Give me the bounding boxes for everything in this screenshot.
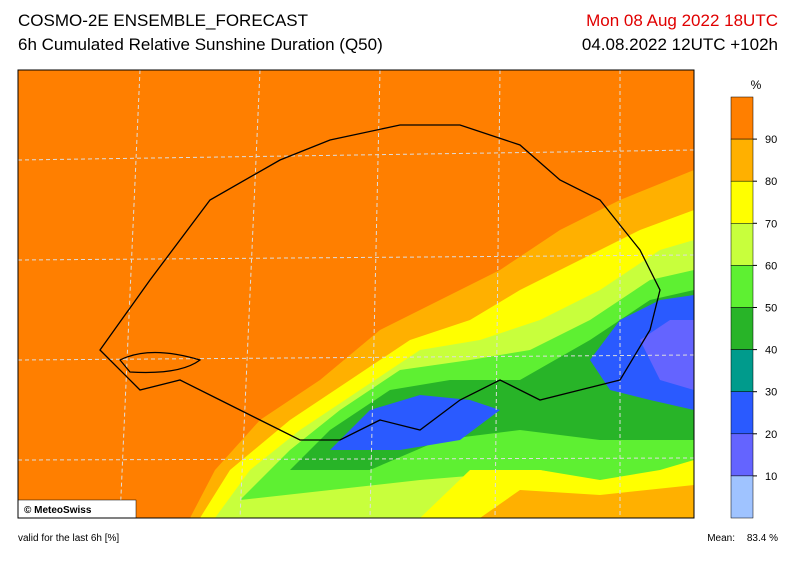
- colorbar-box: [730, 265, 754, 308]
- colorbar-box: [730, 180, 754, 224]
- colorbar-label: 20: [765, 429, 777, 441]
- colorbar-label: 70: [765, 218, 777, 230]
- colorbar-box: [730, 307, 754, 350]
- colorbar-box: [730, 138, 754, 182]
- run-time: 04.08.2022 12UTC +102h: [582, 35, 778, 54]
- colorbar-box: [730, 433, 754, 477]
- colorbar-label: 50: [765, 303, 777, 315]
- colorbar-label: 30: [765, 387, 777, 399]
- title: COSMO-2E ENSEMBLE_FORECAST: [18, 11, 308, 30]
- mean-label: Mean:: [707, 533, 735, 544]
- colorbar-box: [730, 391, 754, 435]
- colorbar-box: [730, 475, 754, 519]
- colorbar-label: 40: [765, 345, 777, 357]
- colorbar: 90 80 70 60 50 40 30 20 10: [730, 96, 777, 519]
- valid-time: Mon 08 Aug 2022 18UTC: [586, 11, 778, 30]
- subtitle: 6h Cumulated Relative Sunshine Duration …: [18, 35, 383, 54]
- colorbar-label: 90: [765, 134, 777, 146]
- colorbar-box: [730, 349, 754, 392]
- colorbar-box: [730, 223, 754, 266]
- colorbar-box: [730, 96, 754, 140]
- credit: © MeteoSwiss: [24, 505, 92, 516]
- legend-unit: %: [751, 78, 762, 92]
- footer-note: valid for the last 6h [%]: [18, 533, 119, 544]
- colorbar-label: 10: [765, 471, 777, 483]
- colorbar-label: 60: [765, 260, 777, 272]
- colorbar-label: 80: [765, 176, 777, 188]
- map: © MeteoSwiss: [17, 69, 695, 519]
- mean-value: 83.4 %: [747, 533, 778, 544]
